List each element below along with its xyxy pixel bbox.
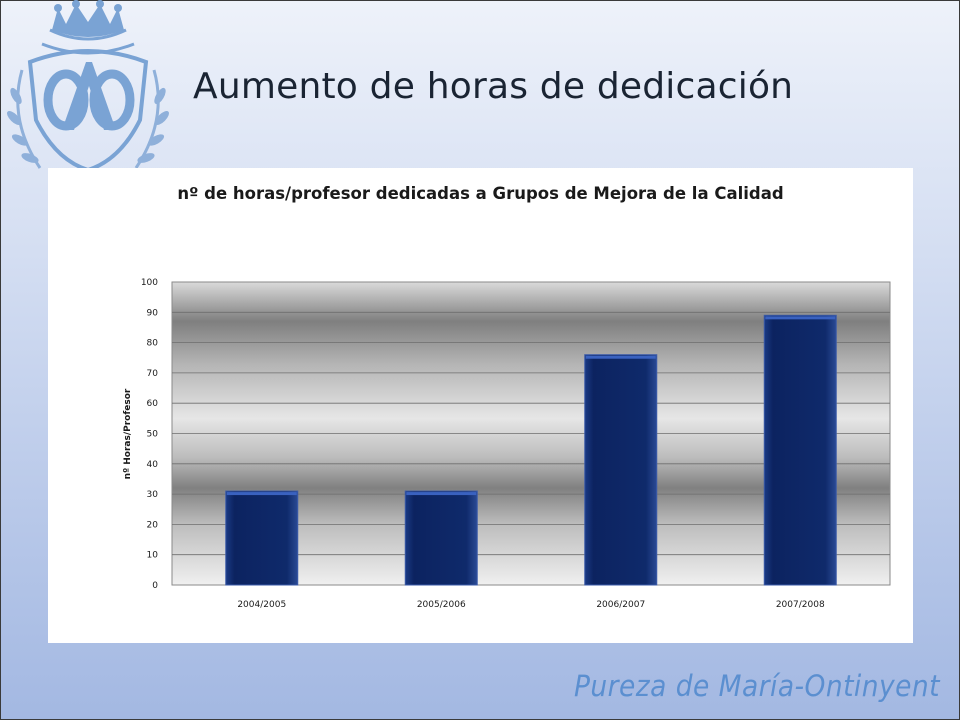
y-tick-label: 90	[147, 308, 159, 318]
x-tick-label: 2006/2007	[596, 600, 645, 610]
bar	[404, 490, 478, 586]
bar	[763, 314, 837, 586]
bar-highlight	[765, 316, 836, 320]
y-tick-label: 50	[147, 430, 159, 440]
bar-highlight	[406, 492, 477, 496]
y-tick-label: 40	[147, 460, 159, 470]
x-tick-label: 2005/2006	[417, 600, 466, 610]
bar-highlight	[226, 492, 297, 496]
y-tick-label: 80	[147, 339, 159, 349]
chart-panel: 0 10 20 30 40 50 60 70 80 90 100 2004/2005 2005/200…	[48, 168, 913, 643]
footer-text: Pureza de María-Ontinyent	[574, 669, 941, 703]
bar-highlight	[585, 355, 656, 359]
slide-title: Aumento de horas de dedicación	[193, 66, 794, 107]
crest-logo	[7, 0, 169, 173]
y-tick-label: 10	[147, 551, 159, 561]
y-tick-label: 0	[152, 581, 158, 591]
x-tick-label: 2004/2005	[237, 600, 286, 610]
bar-chart: 0 10 20 30 40 50 60 70 80 90 100 2004/2005 2005/200…	[123, 278, 891, 610]
bar	[225, 490, 299, 586]
bar	[584, 354, 658, 586]
y-tick-label: 20	[147, 520, 159, 530]
y-tick-label: 100	[141, 278, 158, 288]
footer-logo: Pureza de María-Ontinyent	[574, 669, 941, 703]
y-tick-label: 70	[147, 369, 159, 379]
x-tick-label: 2007/2008	[776, 600, 825, 610]
y-tick-label: 30	[147, 490, 159, 500]
chart-title: nº de horas/profesor dedicadas a Grupos …	[177, 184, 784, 203]
y-tick-label: 60	[147, 399, 159, 409]
y-axis-label: nº Horas/Profesor	[123, 388, 133, 479]
